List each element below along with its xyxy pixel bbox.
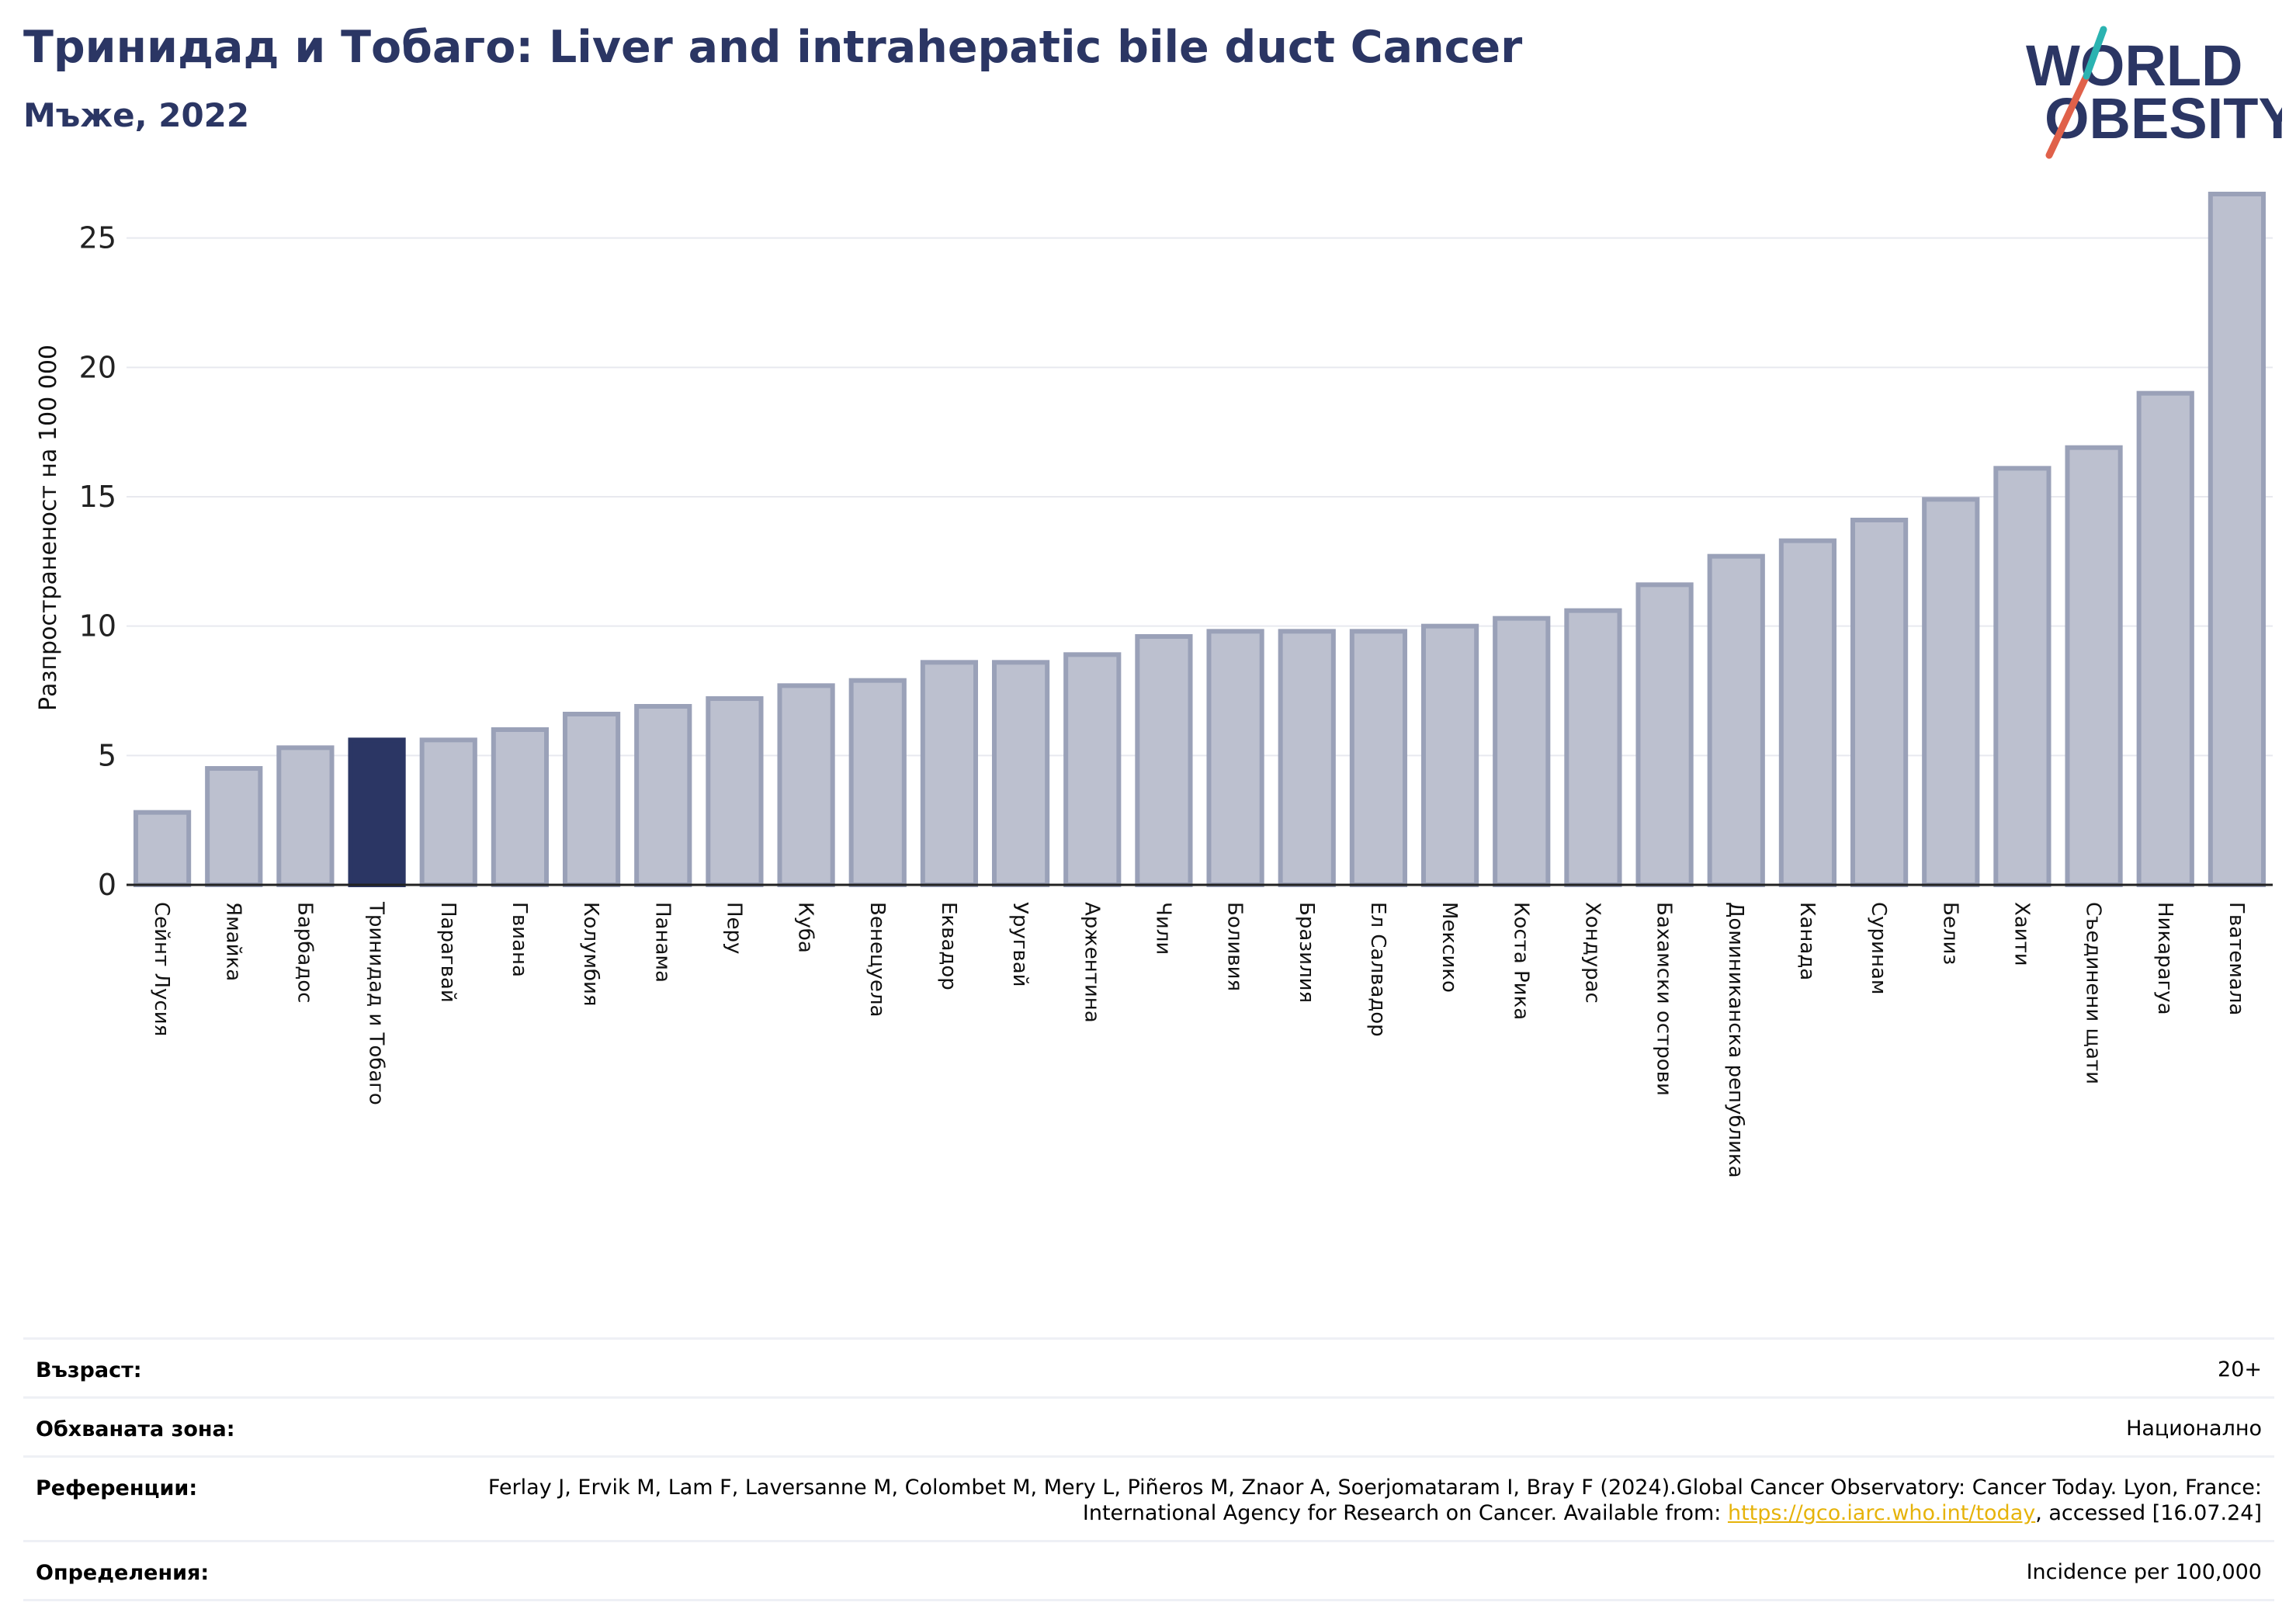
info-row-references: Референции: Ferlay J, Ervik M, Lam F, La… bbox=[23, 1455, 2274, 1540]
y-tick-label: 15 bbox=[79, 480, 116, 514]
logo-word-world: WORLD bbox=[2026, 33, 2243, 98]
bar bbox=[133, 810, 192, 887]
y-tick-label: 10 bbox=[79, 609, 116, 643]
x-tick-label: Боливия bbox=[1223, 902, 1247, 991]
x-tick-label: Панама bbox=[650, 902, 674, 983]
info-label-definitions: Определения: bbox=[36, 1561, 210, 1585]
x-tick-label: Чили bbox=[1151, 902, 1174, 955]
chart-subtitle: Мъже, 2022 bbox=[23, 96, 250, 134]
bar bbox=[706, 696, 764, 887]
info-value-age: 20+ bbox=[2218, 1358, 2262, 1382]
info-table: Възраст: 20+ Обхваната зона: Национално … bbox=[23, 1337, 2274, 1601]
bar bbox=[276, 745, 335, 887]
x-tick-label: Перу bbox=[722, 902, 745, 954]
x-tick-label: Уругвай bbox=[1008, 902, 1032, 987]
bar bbox=[634, 704, 692, 887]
reference-text: Ferlay J, Ervik M, Lam F, Laversanne M, … bbox=[487, 1476, 2262, 1525]
bar bbox=[1135, 634, 1193, 887]
chart-title: Тринидад и Тобаго: Liver and intrahepati… bbox=[23, 22, 1523, 73]
info-row-definitions: Определения: Incidence per 100,000 bbox=[23, 1540, 2274, 1601]
reference-link[interactable]: https://gco.iarc.who.int/today bbox=[1727, 1501, 2036, 1525]
bar bbox=[205, 766, 263, 887]
x-tick-label: Съединени щати bbox=[2082, 902, 2105, 1084]
x-tick-label: Гватемала bbox=[2225, 902, 2248, 1015]
bar bbox=[1707, 553, 1765, 888]
x-tick-label: Аржентина bbox=[1080, 902, 1103, 1023]
info-value-definitions: Incidence per 100,000 bbox=[2026, 1560, 2262, 1584]
bar bbox=[562, 712, 621, 887]
y-tick-label: 5 bbox=[98, 738, 116, 772]
bar bbox=[1206, 629, 1264, 887]
logo-word-obesity: OBESITY bbox=[2045, 86, 2282, 151]
bar bbox=[1850, 518, 1909, 887]
x-tick-label: Тринидад и Тобаго bbox=[365, 901, 388, 1105]
bar bbox=[2065, 445, 2123, 887]
x-tick-label: Белиз bbox=[1938, 902, 1961, 965]
bar bbox=[1278, 629, 1336, 887]
x-tick-label: Хондурас bbox=[1580, 902, 1604, 1004]
x-tick-label: Хаити bbox=[2010, 902, 2033, 966]
x-tick-label: Колумбия bbox=[579, 902, 602, 1007]
x-tick-label: Куба bbox=[794, 902, 817, 953]
x-tick-label: Мексико bbox=[1438, 902, 1461, 993]
bar bbox=[1993, 466, 2051, 887]
info-label-age: Възраст: bbox=[36, 1358, 142, 1382]
bar bbox=[1922, 497, 1980, 887]
info-label-references: Референции: bbox=[36, 1476, 198, 1500]
x-tick-label: Ямайка bbox=[221, 902, 245, 981]
x-tick-label: Никарагуа bbox=[2153, 902, 2176, 1015]
reference-accessed: , accessed [16.07.24] bbox=[2035, 1501, 2262, 1525]
info-value-area: Национално bbox=[2126, 1417, 2262, 1441]
info-row-area: Обхваната зона: Национално bbox=[23, 1396, 2274, 1455]
x-tick-label: Бахамски острови bbox=[1653, 902, 1676, 1096]
y-tick-label: 0 bbox=[98, 868, 116, 902]
x-tick-label: Бразилия bbox=[1295, 902, 1318, 1003]
bar bbox=[491, 727, 550, 887]
bar bbox=[1778, 538, 1837, 888]
x-tick-label: Ел Салвадор bbox=[1366, 902, 1389, 1037]
y-tick-label: 20 bbox=[79, 350, 116, 384]
bar bbox=[348, 737, 406, 887]
x-tick-label: Коста Рика bbox=[1509, 902, 1532, 1020]
y-tick-label: 25 bbox=[79, 221, 116, 255]
x-tick-label: Парагвай bbox=[436, 902, 460, 1003]
y-axis-label: Разпространеност на 100 000 bbox=[35, 345, 62, 711]
bar bbox=[2208, 192, 2267, 887]
x-tick-label: Суринам bbox=[1867, 902, 1890, 995]
logo-slash-teal bbox=[2083, 26, 2107, 80]
bar bbox=[848, 678, 907, 888]
info-row-age: Възраст: 20+ bbox=[23, 1337, 2274, 1396]
x-tick-label: Гвиана bbox=[508, 902, 531, 977]
bar bbox=[920, 660, 979, 887]
x-tick-label: Сейнт Лусия bbox=[150, 902, 173, 1036]
bar-chart: 0 5 10 15 20 25 Разпространеност на 100 000 Сей… bbox=[35, 192, 2273, 1178]
world-obesity-logo: WORLD OBESITY bbox=[2026, 26, 2282, 159]
x-tick-label: Доминиканска република bbox=[1724, 902, 1747, 1178]
bar bbox=[777, 683, 835, 887]
bar bbox=[1493, 616, 1551, 888]
bar bbox=[419, 737, 477, 887]
bar bbox=[1420, 623, 1479, 888]
bar bbox=[1564, 608, 1622, 888]
x-tick-label: Канада bbox=[1795, 902, 1819, 980]
x-tick-label: Венецуела bbox=[865, 902, 889, 1017]
logo-slash-red bbox=[2045, 72, 2090, 159]
bar bbox=[2136, 390, 2194, 887]
x-tick-label: Еквадор bbox=[937, 902, 960, 990]
info-value-references: Ferlay J, Ervik M, Lam F, Laversanne M, … bbox=[399, 1475, 2262, 1526]
x-tick-label: Барбадос bbox=[293, 902, 316, 1003]
bar bbox=[1635, 582, 1694, 887]
info-label-area: Обхваната зона: bbox=[36, 1417, 235, 1441]
bar bbox=[991, 660, 1050, 887]
bar bbox=[1349, 629, 1408, 887]
bar bbox=[1063, 652, 1122, 887]
